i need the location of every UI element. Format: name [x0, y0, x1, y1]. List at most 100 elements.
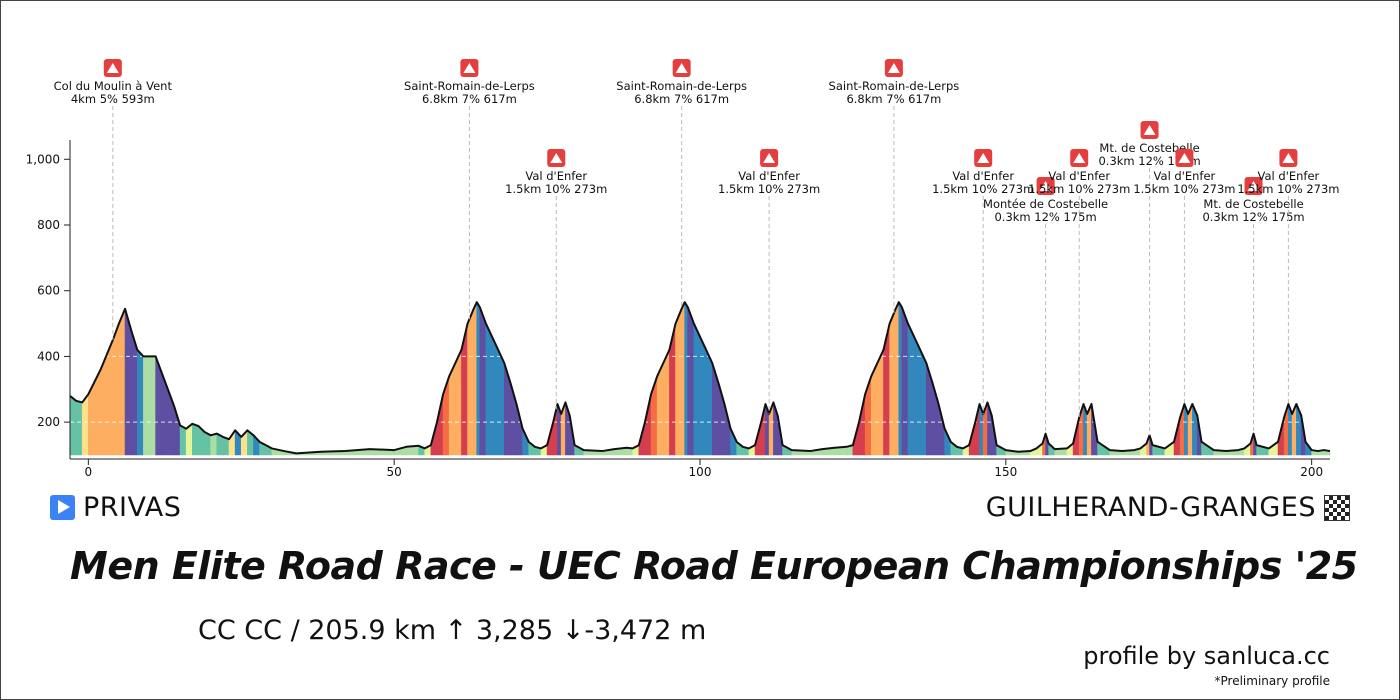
y-tick-label: 1,000: [26, 152, 60, 166]
profile-segment: [898, 301, 903, 456]
profile-segment: [877, 349, 884, 456]
climb-stats-label: 1.5km 10% 273m: [1133, 182, 1235, 196]
climb-icon-mountain-glyph: [550, 153, 563, 163]
climb-name-label: Val d'Enfer: [525, 169, 587, 183]
start-town: PRIVAS: [50, 492, 181, 523]
climb-name-label: Val d'Enfer: [1048, 169, 1110, 183]
profile-segment: [889, 308, 897, 456]
climb-stats-label: 1.5km 10% 273m: [505, 182, 607, 196]
x-tick-label: 200: [1300, 465, 1323, 479]
climb-stats-label: 1.5km 10% 273m: [1237, 182, 1339, 196]
climb-name-label: Mt. de Costebelle: [1203, 197, 1303, 211]
climb-name-label: Mt. de Costebelle: [1099, 141, 1199, 155]
climb-name-label: Saint-Romain-de-Lerps: [829, 79, 960, 93]
profile-segment: [497, 349, 505, 456]
profile-segment: [118, 308, 126, 456]
profile-segment: [693, 323, 701, 456]
profile-segment: [681, 302, 686, 456]
profile-segment: [192, 423, 199, 456]
profile-outline: [69, 301, 1331, 455]
profile-segment: [699, 336, 707, 456]
climb-icon-mountain-glyph: [1247, 181, 1260, 191]
profile-segment: [476, 301, 481, 456]
profile-segment: [675, 308, 682, 456]
profile-segment: [81, 393, 89, 456]
climb-name-label: Val d'Enfer: [738, 169, 800, 183]
y-tick-label: 600: [37, 284, 60, 298]
climb-icon-mountain-glyph: [887, 63, 900, 73]
climb-name-label: Montée de Costebelle: [983, 197, 1108, 211]
profile-segment: [895, 302, 900, 456]
climb-stats-label: 1.5km 10% 273m: [1028, 182, 1130, 196]
profile-segment: [124, 308, 132, 456]
profile-segment: [210, 433, 218, 456]
profile-segment: [485, 323, 493, 456]
finish-town: GUILHERAND-GRANGES: [986, 492, 1350, 523]
finish-town-label: GUILHERAND-GRANGES: [985, 492, 1316, 523]
profile-segment: [143, 356, 150, 456]
profile-segment: [179, 424, 187, 456]
climb-icon-mountain-glyph: [763, 153, 776, 163]
profile-segment: [467, 308, 474, 456]
climb-name-label: Val d'Enfer: [1258, 169, 1320, 183]
start-town-label: PRIVAS: [83, 492, 182, 523]
climb-icon-mountain-glyph: [1039, 181, 1052, 191]
profile-segment: [907, 323, 915, 456]
climb-name-label: Saint-Romain-de-Lerps: [404, 79, 535, 93]
climb-stats-label: 1.5km 10% 273m: [718, 182, 820, 196]
profile-segment: [656, 362, 664, 456]
climb-stats-label: 6.8km 7% 617m: [846, 92, 941, 106]
y-tick-label: 800: [37, 218, 60, 232]
climb-name-label: Val d'Enfer: [952, 169, 1014, 183]
profile-area-layer: [69, 158, 1331, 456]
profile-segment: [473, 302, 478, 456]
profile-segment: [858, 394, 866, 456]
race-stats: CC CC / 205.9 km ↑ 3,285 ↓-3,472 m: [198, 615, 707, 646]
x-tick-label: 100: [689, 465, 712, 479]
profile-segment: [455, 349, 462, 456]
start-play-icon: [50, 495, 75, 520]
climb-stats-label: 0.3km 12% 175m: [1098, 154, 1200, 168]
preliminary-note: *Preliminary profile: [1214, 674, 1330, 688]
profile-credit: profile by sanluca.cc: [1083, 642, 1330, 670]
profile-segment: [479, 307, 487, 456]
climb-stats-label: 1.5km 10% 273m: [932, 182, 1034, 196]
profile-segment: [448, 362, 456, 456]
x-tick-label: 0: [85, 465, 93, 479]
climb-stats-label: 6.8km 7% 617m: [422, 92, 517, 106]
profile-segment: [663, 349, 670, 456]
profile-segment: [436, 394, 444, 456]
climb-icon-mountain-glyph: [675, 63, 688, 73]
axis-layer: 200 400 600 800 1,000 0 50 100 150 200: [26, 140, 1330, 479]
profile-segment: [687, 307, 695, 456]
climb-name-label: Col du Moulin à Vent: [54, 79, 173, 93]
profile-segment: [901, 307, 909, 456]
profile-segment: [919, 349, 927, 456]
x-tick-label: 50: [387, 465, 402, 479]
climb-icon-mountain-glyph: [1143, 125, 1156, 135]
climb-name-label: Val d'Enfer: [1154, 169, 1216, 183]
climb-icon-mountain-glyph: [106, 63, 119, 73]
profile-segment: [161, 372, 175, 456]
profile-segment: [112, 323, 120, 456]
x-tick-label: 150: [994, 465, 1017, 479]
profile-segment: [644, 394, 652, 456]
race-title: Men Elite Road Race - UEC Road European …: [70, 544, 1358, 588]
climb-icon-mountain-glyph: [977, 153, 990, 163]
profile-segment: [684, 301, 689, 456]
profile-segment: [69, 395, 77, 456]
y-tick-label: 400: [37, 349, 60, 363]
